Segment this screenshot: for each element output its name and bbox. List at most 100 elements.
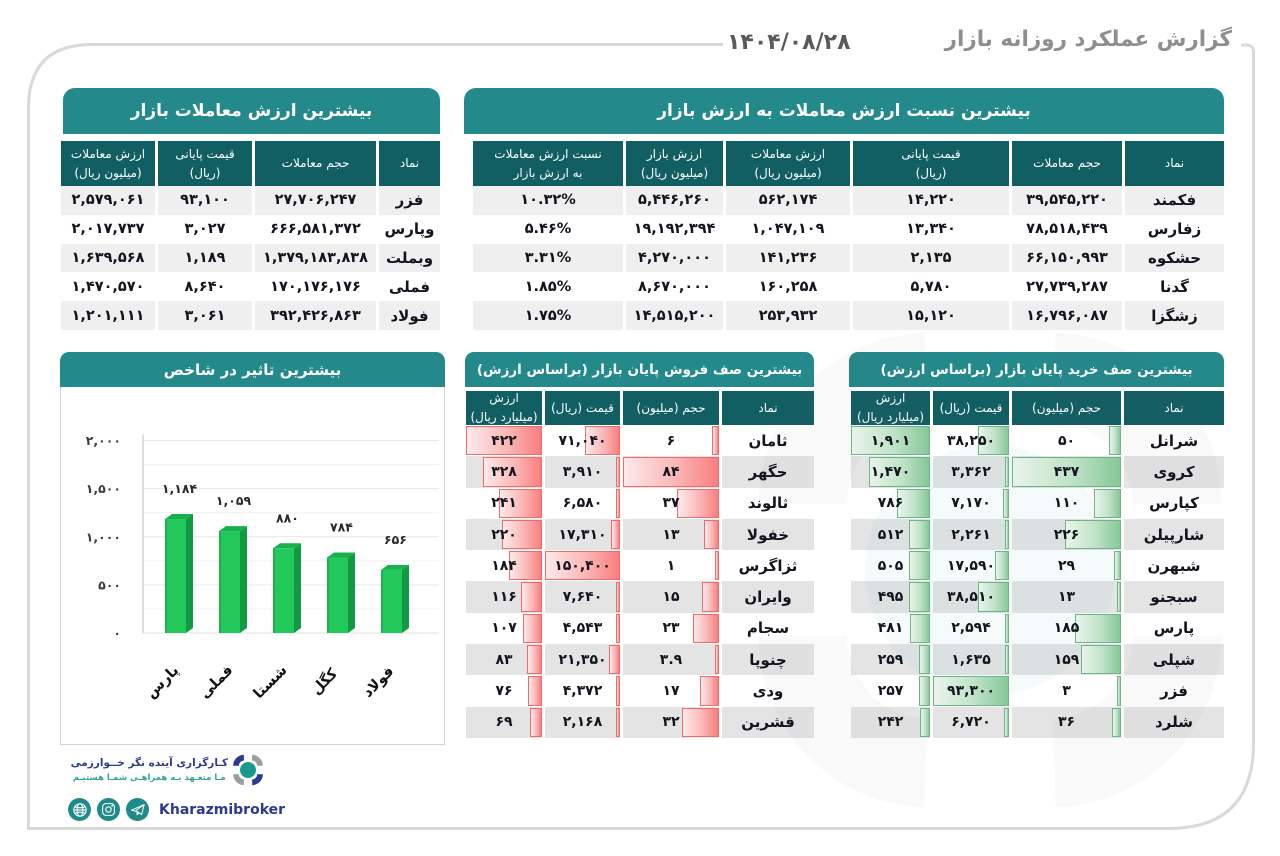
category-label: کگل xyxy=(307,664,341,698)
category-label: شستا xyxy=(251,662,291,702)
brand-text: کـارگزاری آینده نگر خــوارزمی مـا متعـهد… xyxy=(71,757,228,783)
data-bar xyxy=(714,645,719,675)
data-bar xyxy=(545,551,620,581)
data-bar xyxy=(909,551,930,581)
cell-symbol: شپلی xyxy=(1124,644,1224,676)
data-bar xyxy=(1005,457,1009,487)
cell-price: ۲,۱۳۵ xyxy=(853,243,1009,273)
globe-icon[interactable] xyxy=(68,798,91,821)
cell-market_value: ۱۹,۱۹۲,۳۹۴ xyxy=(626,214,723,244)
category-label: فولاد xyxy=(360,663,397,700)
cell-price: ۹۳,۱۰۰ xyxy=(158,186,252,215)
cell-symbol: پارس xyxy=(1124,612,1224,645)
data-bar xyxy=(1113,551,1121,581)
cell-value: ۱۰۷ xyxy=(466,612,542,645)
y-tick-label: ۱,۵۰۰ xyxy=(86,481,121,496)
cell-price: ۱۵۰,۴۰۰ xyxy=(545,550,620,582)
cell-price: ۵,۷۸۰ xyxy=(853,272,1009,302)
cell-value: ۱,۶۳۹,۵۶۸ xyxy=(61,243,155,273)
data-bar xyxy=(522,613,542,644)
cell-trade_value: ۱,۰۴۷,۱۰۹ xyxy=(726,214,850,244)
data-bar xyxy=(701,582,719,612)
cell-price: ۱۷,۵۹۰ xyxy=(933,550,1009,582)
cell-ratio: ۱.۸۵% xyxy=(473,272,623,302)
data-bar xyxy=(919,676,930,706)
data-bar xyxy=(609,645,620,675)
cell-volume: ۲۷,۷۳۹,۲۸۷ xyxy=(1012,272,1122,302)
y-tick-label: ۵۰۰ xyxy=(98,577,121,592)
brand-slogan: مـا متعـهد بـه همراهـی شمـا هستیـم xyxy=(72,773,226,783)
data-bar xyxy=(1064,519,1121,550)
buy-queue-table-title: بیشترین صف خرید پایان بازار (براساس ارزش… xyxy=(849,352,1224,387)
column-header: ارزش معاملات (میلیون ریال) xyxy=(726,141,850,186)
cell-volume: ۳۷ xyxy=(623,487,719,519)
cell-volume: ۱۵ xyxy=(623,581,719,613)
telegram-icon[interactable] xyxy=(126,798,149,821)
cell-price: ۲۱,۳۵۰ xyxy=(545,644,620,676)
data-bar xyxy=(933,676,1009,706)
cell-market_value: ۴,۲۷۰,۰۰۰ xyxy=(626,243,723,273)
top-value-table: نماد حجم معاملات قیمت پایانی (ریال) ارزش معا… xyxy=(61,141,440,330)
column-header: ارزش بازار (میلیون ریال) xyxy=(626,141,723,186)
column-header: نسبت ارزش معاملات به ارزش بازار xyxy=(473,141,623,186)
cell-volume: ۱۸۵ xyxy=(1012,612,1121,645)
cell-symbol: قشرین xyxy=(722,706,814,738)
cell-symbol: زشگزا xyxy=(1125,301,1224,330)
buy-queue-table: نماد حجم (میلیون) قیمت (ریال) ارزش (میلیارد … xyxy=(849,391,1224,738)
chart-bar-3 xyxy=(327,552,355,633)
data-bar xyxy=(909,582,930,612)
data-bar xyxy=(1117,582,1121,612)
column-header: نماد xyxy=(1124,391,1224,425)
category-label: فملی xyxy=(197,662,236,701)
cell-value: ۲,۵۷۹,۰۶۱ xyxy=(61,186,155,215)
index-impact-chart-title: بیشترین تاثیر در شاخص xyxy=(60,352,445,387)
brand-name: کـارگزاری آینده نگر خــوارزمی xyxy=(70,757,228,769)
cell-volume: ۸۴ xyxy=(623,456,719,488)
cell-value: ۴۲۲ xyxy=(466,425,542,457)
cell-market_value: ۱۴,۵۱۵,۲۰۰ xyxy=(626,301,723,330)
instagram-icon[interactable] xyxy=(97,798,120,821)
ratio-table-title: بیشترین نسبت ارزش معاملات به ارزش بازار xyxy=(464,88,1224,134)
cell-symbol: گدنا xyxy=(1125,272,1224,302)
column-header: قیمت (ریال) xyxy=(545,391,620,425)
sell-queue-table-title: بیشترین صف فروش پایان بازار (براساس ارزش… xyxy=(465,352,814,387)
data-bar xyxy=(611,519,620,550)
top-value-table-panel: بیشترین ارزش معاملات بازار نماد حجم معامل… xyxy=(61,88,440,330)
column-header: نماد xyxy=(722,391,814,425)
cell-volume: ۳۹,۵۴۵,۲۲۰ xyxy=(1012,186,1122,215)
data-bar xyxy=(529,707,542,737)
cell-volume: ۱,۳۷۹,۱۸۳,۸۳۸ xyxy=(255,243,376,273)
data-bar xyxy=(1003,707,1009,737)
bar-value-label: ۱,۱۸۴ xyxy=(162,481,198,496)
data-bar xyxy=(699,676,719,706)
data-bar xyxy=(851,426,930,456)
cell-volume: ۴۳۷ xyxy=(1012,456,1121,488)
column-header: نماد xyxy=(1125,141,1224,186)
cell-ratio: ۳.۳۱% xyxy=(473,243,623,273)
cell-volume: ۳.۹ xyxy=(623,644,719,676)
data-bar xyxy=(502,519,542,550)
cell-price: ۱۵,۱۲۰ xyxy=(853,301,1009,330)
data-bar xyxy=(897,488,930,518)
cell-symbol: حگهر xyxy=(722,456,814,488)
column-header: حجم (میلیون) xyxy=(623,391,719,425)
cell-symbol: ثالوند xyxy=(722,487,814,519)
cell-price: ۳۸,۵۱۰ xyxy=(933,581,1009,613)
cell-ratio: ۱۰.۳۲% xyxy=(473,186,623,215)
cell-price: ۷۱,۰۴۰ xyxy=(545,425,620,457)
cell-volume: ۲۹ xyxy=(1012,550,1121,582)
cell-value: ۴۹۵ xyxy=(851,581,930,613)
data-bar xyxy=(977,582,1009,612)
cell-symbol: حشکوه xyxy=(1125,243,1224,273)
data-bar xyxy=(868,457,930,487)
data-bar xyxy=(616,707,620,737)
cell-volume: ۶۶۶,۵۸۱,۳۷۲ xyxy=(255,214,376,244)
cell-symbol: کروی xyxy=(1124,456,1224,488)
sell-queue-table: نماد حجم (میلیون) قیمت (ریال) ارزش (میلیارد … xyxy=(465,391,814,738)
cell-symbol: فکمند xyxy=(1125,186,1224,215)
cell-price: ۶,۷۲۰ xyxy=(933,706,1009,738)
cell-value: ۶۹ xyxy=(466,706,542,738)
column-header: حجم معاملات xyxy=(1012,141,1122,186)
ratio-table-panel: بیشترین نسبت ارزش معاملات به ارزش بازار … xyxy=(464,88,1224,330)
